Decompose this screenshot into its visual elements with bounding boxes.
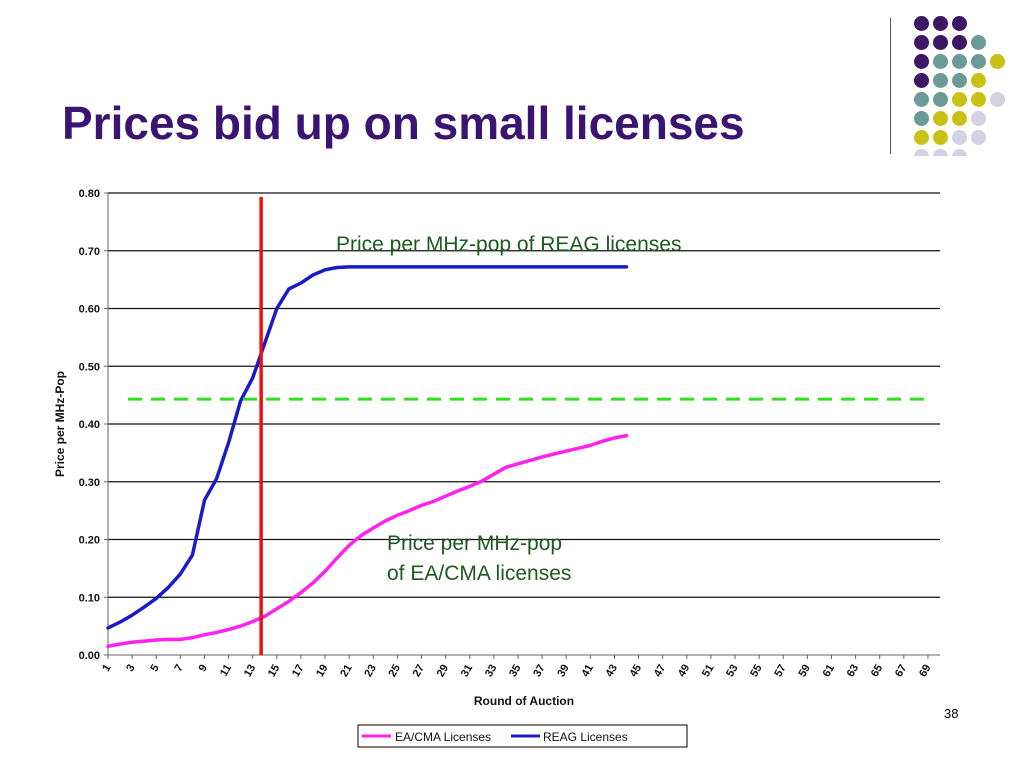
y-tick-labels: 0.00 0.10 0.20 0.30 0.40 0.50 0.60 0.70 0.80	[79, 188, 108, 662]
decor-dot	[914, 54, 929, 69]
decor-dot	[933, 35, 948, 50]
x-tick-label: 59	[796, 663, 813, 680]
x-tick-label: 65	[869, 663, 886, 680]
decor-dot	[971, 111, 986, 126]
reag-annotation: Price per MHz-pop of REAG licenses	[336, 233, 681, 256]
decor-dot	[952, 130, 967, 145]
x-tick-label: 7	[172, 663, 185, 674]
decor-dot	[914, 149, 929, 156]
x-tick-label: 29	[435, 663, 452, 680]
x-tick-label: 69	[917, 663, 934, 680]
x-tick-label: 25	[386, 663, 403, 680]
y-axis-title: Price per MHz-Pop	[53, 371, 67, 477]
decor-dot	[971, 73, 986, 88]
decor-dot	[914, 16, 929, 31]
decor-dot	[971, 35, 986, 50]
decor-dot	[933, 111, 948, 126]
decor-dot	[952, 111, 967, 126]
x-tick-label: 31	[459, 663, 476, 680]
y-tick-label: 0.70	[79, 246, 100, 258]
x-tick-label: 49	[676, 663, 693, 680]
legend-label-ea-cma: EA/CMA Licenses	[395, 730, 491, 744]
y-tick-label: 0.50	[79, 361, 100, 373]
x-tick-label: 41	[579, 663, 596, 680]
decor-dot	[933, 149, 948, 156]
x-tick-label: 35	[507, 663, 524, 680]
x-tick-label: 13	[242, 663, 259, 680]
reference-lines	[128, 197, 932, 655]
x-tick-label: 53	[724, 663, 741, 680]
y-tick-label: 0.60	[79, 304, 100, 316]
x-tick-label: 61	[821, 663, 838, 680]
x-tick-label: 45	[628, 663, 645, 680]
reag-series-line	[106, 265, 629, 630]
decor-dot	[952, 35, 967, 50]
x-tick-label: 33	[483, 663, 500, 680]
decor-dot	[952, 73, 967, 88]
x-axis-title: Round of Auction	[474, 694, 574, 708]
decor-dot	[914, 111, 929, 126]
chart-legend: EA/CMA Licenses REAG Licenses	[357, 724, 688, 748]
series-lines	[106, 265, 629, 649]
ea-annotation-line-1: Price per MHz-pop	[387, 532, 562, 555]
x-tick-label: 43	[604, 663, 621, 680]
decor-dot	[914, 73, 929, 88]
title-divider	[890, 18, 891, 154]
x-tick-label: 39	[555, 663, 572, 680]
grid-lines	[108, 192, 940, 598]
decor-dot	[914, 92, 929, 107]
y-tick-label: 0.10	[79, 592, 100, 604]
decor-dot	[933, 130, 948, 145]
x-tick-label: 15	[266, 663, 283, 680]
slide-title: Prices bid up on small licenses	[62, 97, 745, 149]
x-tick-label: 9	[197, 663, 210, 674]
x-tick-label: 63	[845, 663, 862, 680]
decor-dot	[971, 92, 986, 107]
x-tick-label: 17	[290, 663, 307, 680]
x-tick-label: 19	[314, 663, 331, 680]
x-tick-label: 55	[748, 663, 765, 680]
y-tick-label: 0.40	[79, 419, 100, 431]
y-tick-label: 0.80	[79, 188, 100, 200]
x-tick-labels: 1 3 5 7 9 11 13 15 17 19 21 23 25 27 29 31 33 35 37 39 41 43 4…	[100, 655, 934, 680]
decorative-dot-grid	[906, 14, 1006, 156]
x-tick-label: 67	[893, 663, 910, 680]
x-tick-label: 1	[100, 663, 113, 674]
decor-dot	[952, 149, 967, 156]
y-tick-label: 0.30	[79, 477, 100, 489]
decor-dot	[990, 54, 1005, 69]
decor-dot	[971, 130, 986, 145]
x-tick-label: 21	[338, 663, 355, 680]
x-tick-label: 5	[148, 663, 161, 674]
y-tick-label: 0.20	[79, 535, 100, 547]
decor-dot	[990, 92, 1005, 107]
legend-label-reag: REAG Licenses	[543, 730, 628, 744]
x-tick-label: 37	[531, 663, 548, 680]
ea-annotation-line-2: of EA/CMA licenses	[387, 562, 571, 585]
decor-dot	[952, 16, 967, 31]
x-tick-label: 11	[218, 663, 234, 679]
decor-dot	[952, 92, 967, 107]
decor-dot	[914, 35, 929, 50]
decor-dot	[952, 54, 967, 69]
x-tick-label: 23	[362, 663, 379, 680]
decor-dot	[933, 54, 948, 69]
x-tick-label: 57	[772, 663, 789, 680]
decor-dot	[933, 16, 948, 31]
decor-dot	[933, 92, 948, 107]
page-number: 38	[944, 706, 959, 721]
y-tick-label: 0.00	[79, 650, 100, 662]
decor-dot	[971, 54, 986, 69]
x-tick-label: 47	[652, 663, 669, 680]
decor-dot	[914, 130, 929, 145]
x-tick-label: 51	[700, 663, 717, 680]
x-tick-label: 27	[411, 663, 428, 680]
decor-dot	[933, 73, 948, 88]
ea-cma-series-line	[106, 433, 629, 649]
x-tick-label: 3	[124, 663, 137, 674]
